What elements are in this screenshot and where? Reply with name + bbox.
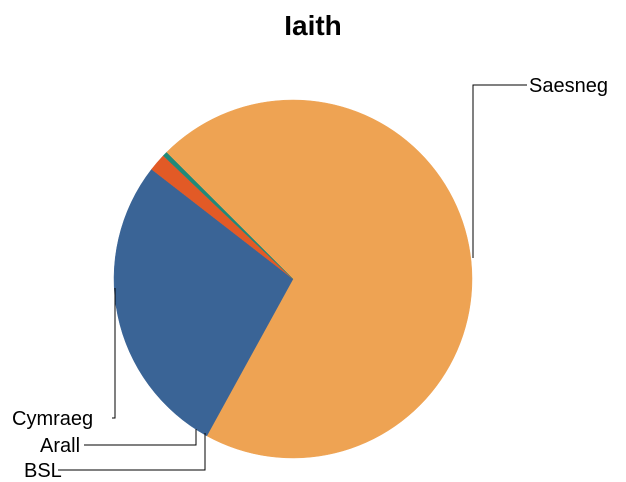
pie-slice-bsl (162, 152, 294, 280)
slice-label-saesneg: Saesneg (529, 75, 608, 97)
slice-label-bsl: BSL (24, 460, 62, 482)
leader-line-cymraeg (112, 288, 116, 419)
chart-title: Iaith (284, 10, 342, 41)
leader-line-saesneg (472, 84, 527, 258)
pie-slice-cymraeg (113, 168, 294, 437)
leader-line-arall (84, 429, 197, 446)
leader-line-bsl (58, 433, 206, 471)
slice-label-cymraeg: Cymraeg (12, 408, 93, 430)
slice-label-arall: Arall (40, 435, 80, 457)
pie-slice-saesneg (166, 99, 473, 459)
